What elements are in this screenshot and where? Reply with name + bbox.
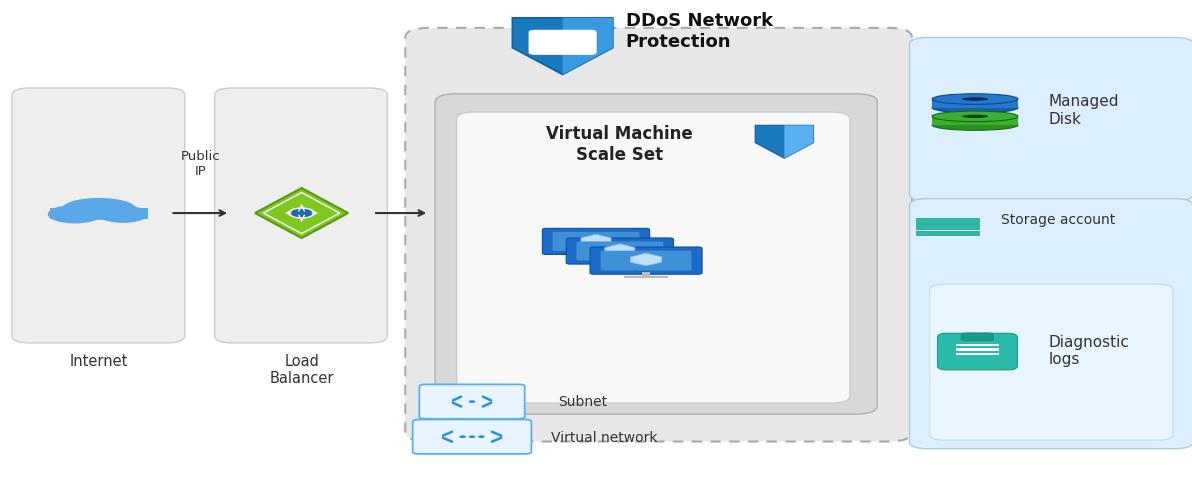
Circle shape — [478, 435, 485, 438]
Text: Internet: Internet — [70, 353, 128, 368]
Polygon shape — [604, 244, 635, 256]
Polygon shape — [784, 126, 813, 159]
Bar — [917, 231, 979, 236]
FancyBboxPatch shape — [961, 333, 994, 341]
Ellipse shape — [932, 120, 1018, 131]
Bar — [956, 348, 999, 351]
Ellipse shape — [962, 98, 988, 102]
Ellipse shape — [932, 103, 1018, 114]
Circle shape — [468, 400, 476, 403]
FancyBboxPatch shape — [577, 242, 663, 261]
Bar — [616, 263, 623, 266]
Bar — [50, 209, 148, 219]
Text: Diagnostic
logs: Diagnostic logs — [1049, 334, 1130, 367]
Ellipse shape — [932, 112, 1018, 122]
Ellipse shape — [48, 205, 103, 224]
Bar — [575, 256, 617, 259]
FancyBboxPatch shape — [528, 45, 597, 56]
FancyBboxPatch shape — [435, 95, 877, 414]
Text: Load
Balancer: Load Balancer — [269, 353, 334, 385]
Bar — [956, 344, 999, 347]
FancyBboxPatch shape — [930, 285, 1173, 440]
Text: Managed
Disk: Managed Disk — [1049, 94, 1119, 127]
FancyBboxPatch shape — [528, 31, 597, 41]
FancyBboxPatch shape — [542, 229, 650, 255]
FancyBboxPatch shape — [566, 239, 673, 264]
Text: DDoS Network
Protection: DDoS Network Protection — [626, 12, 772, 51]
Polygon shape — [255, 189, 348, 239]
FancyBboxPatch shape — [909, 38, 1192, 202]
Ellipse shape — [98, 206, 148, 223]
Bar — [932, 100, 1018, 108]
Bar — [641, 273, 651, 277]
Text: Virtual network: Virtual network — [551, 430, 657, 444]
Bar — [598, 266, 641, 268]
Circle shape — [468, 435, 476, 438]
FancyBboxPatch shape — [457, 113, 850, 403]
Polygon shape — [756, 126, 813, 159]
Bar — [956, 353, 999, 356]
Text: Virtual Machine
Scale Set: Virtual Machine Scale Set — [546, 125, 694, 164]
FancyBboxPatch shape — [528, 38, 597, 49]
FancyBboxPatch shape — [12, 89, 185, 343]
Polygon shape — [631, 253, 662, 266]
Ellipse shape — [962, 115, 988, 119]
Text: Subnet: Subnet — [558, 394, 607, 408]
FancyBboxPatch shape — [420, 384, 524, 419]
FancyBboxPatch shape — [601, 251, 691, 271]
Polygon shape — [513, 19, 613, 75]
FancyBboxPatch shape — [909, 199, 1192, 449]
Polygon shape — [581, 235, 611, 247]
FancyBboxPatch shape — [937, 334, 1017, 370]
Bar — [592, 253, 600, 257]
Circle shape — [459, 435, 466, 438]
Bar — [917, 225, 979, 229]
FancyBboxPatch shape — [405, 29, 912, 442]
Circle shape — [290, 209, 313, 218]
Ellipse shape — [932, 95, 1018, 105]
Polygon shape — [563, 19, 613, 75]
Text: Public
IP: Public IP — [180, 149, 221, 177]
Bar — [932, 117, 1018, 126]
Text: Storage account: Storage account — [1001, 213, 1116, 227]
Bar — [625, 276, 668, 279]
FancyBboxPatch shape — [215, 89, 387, 343]
FancyBboxPatch shape — [412, 420, 532, 454]
Ellipse shape — [62, 199, 136, 220]
Bar — [917, 218, 979, 223]
FancyBboxPatch shape — [553, 232, 639, 252]
FancyBboxPatch shape — [590, 248, 702, 275]
